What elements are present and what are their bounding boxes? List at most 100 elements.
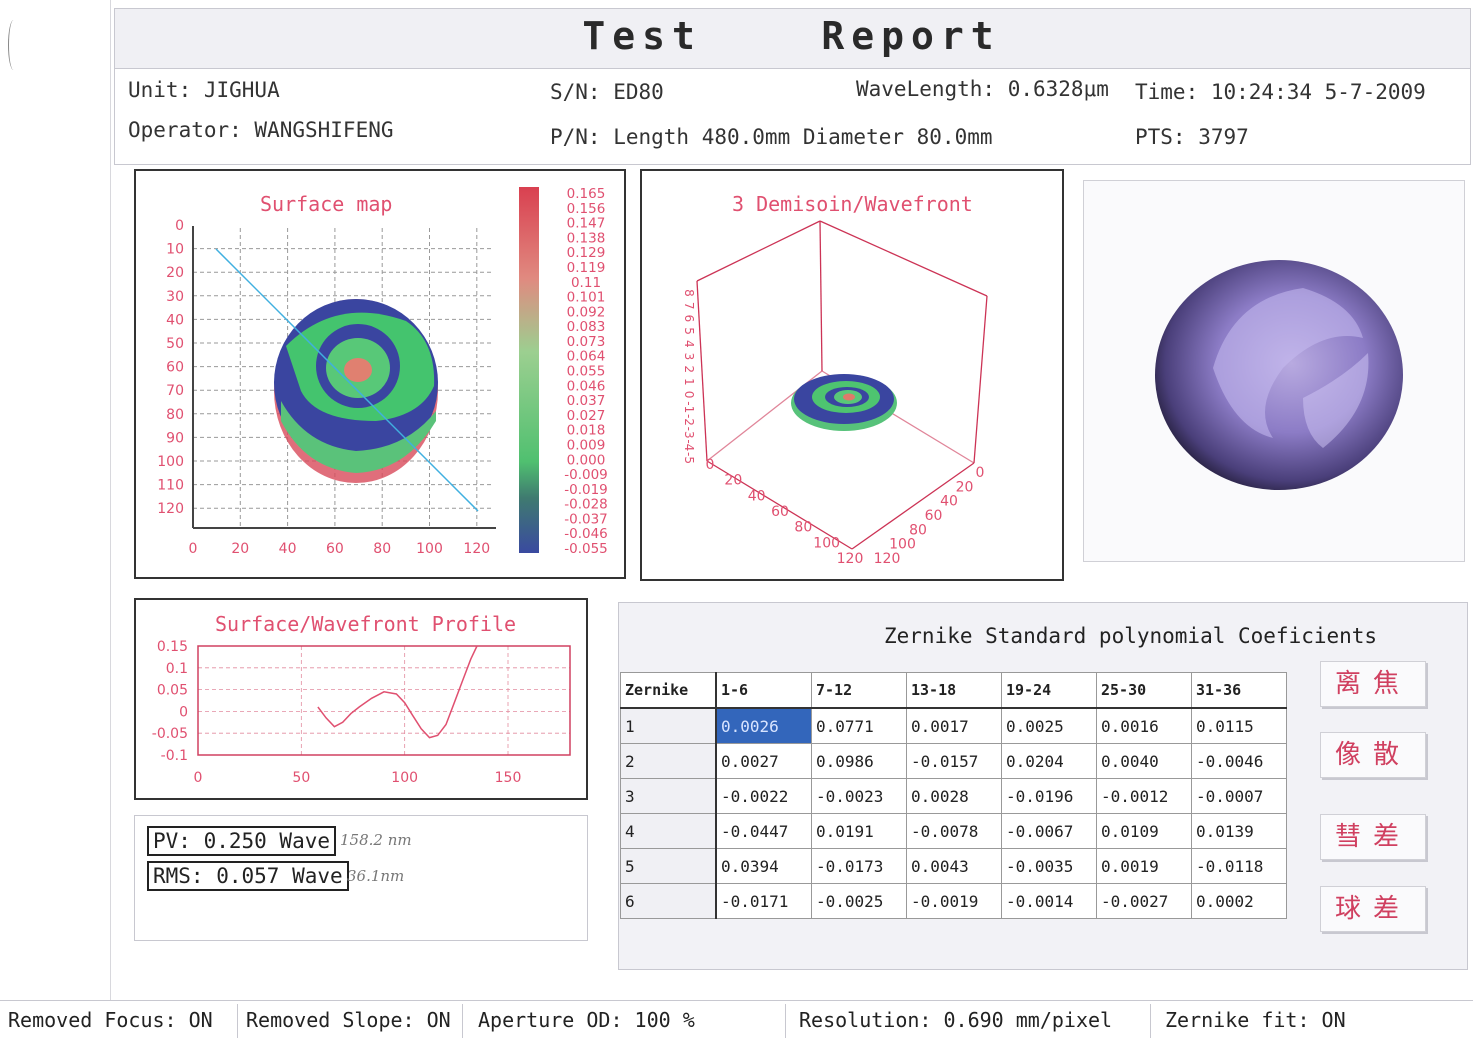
zernike-row-label: 5: [620, 848, 717, 884]
zernike-cell[interactable]: 0.0394: [715, 848, 812, 884]
profile-x-tick-label: 100: [391, 770, 418, 786]
wavefront-3d-disk: [791, 374, 897, 431]
spherical-button[interactable]: 球差: [1320, 886, 1426, 932]
zernike-cell[interactable]: -0.0171: [715, 883, 812, 919]
wavefront-3d-z-tick-label: 7: [682, 302, 696, 310]
zernike-cell[interactable]: -0.0012: [1096, 778, 1192, 814]
zernike-cell[interactable]: -0.0157: [906, 743, 1002, 779]
zernike-cell[interactable]: -0.0046: [1191, 743, 1287, 779]
zernike-row-label: 3: [620, 778, 717, 814]
zernike-cell[interactable]: -0.0173: [811, 848, 907, 884]
table-row: 5 0.0394 -0.0173 0.0043 -0.0035 0.0019 -…: [620, 848, 1287, 884]
wavefront-3d-y-tick-label: 40: [940, 494, 958, 510]
zernike-header-cell: 13-18: [906, 672, 1002, 709]
zernike-cell[interactable]: 0.0019: [1096, 848, 1192, 884]
colorbar-label: -0.037: [564, 511, 608, 527]
zernike-cell[interactable]: 0.0139: [1191, 813, 1287, 849]
colorbar-label: 0.092: [567, 304, 606, 320]
zernike-cell[interactable]: -0.0023: [811, 778, 907, 814]
profile-y-tick-label: -0.05: [152, 726, 188, 742]
zernike-cell[interactable]: 0.0115: [1191, 707, 1287, 744]
zernike-cell[interactable]: 0.0771: [811, 707, 907, 744]
zernike-cell[interactable]: -0.0067: [1001, 813, 1097, 849]
zernike-cell[interactable]: 0.0043: [906, 848, 1002, 884]
zernike-cell[interactable]: -0.0196: [1001, 778, 1097, 814]
zernike-cell[interactable]: -0.0025: [811, 883, 907, 919]
zernike-cell[interactable]: -0.0035: [1001, 848, 1097, 884]
time-label: Time: 10:24:34 5-7-2009: [1135, 80, 1426, 104]
wavefront-3d-x-tick-label: 120: [837, 551, 864, 567]
zernike-cell[interactable]: -0.0027: [1096, 883, 1192, 919]
wavefront-3d-z-ticks: 8 7 6 5 4 3 2 1 0 -1-2-3-4-5: [682, 289, 696, 464]
zernike-row-label: 4: [620, 813, 717, 849]
zernike-cell[interactable]: -0.0014: [1001, 883, 1097, 919]
wavefront-3d-z-tick-label: -2: [682, 414, 696, 426]
wavefront-3d-x-tick-label: 0: [706, 457, 715, 473]
colorbar-label: 0.11: [571, 275, 601, 291]
coma-button[interactable]: 彗差: [1320, 814, 1426, 860]
zernike-cell-selected[interactable]: 0.0026: [715, 707, 812, 744]
profile-y-tick-label: 0: [179, 704, 188, 720]
zernike-cell[interactable]: 0.0191: [811, 813, 907, 849]
wavefront-3d-y-tick-label: 100: [889, 537, 916, 553]
surface-map-disk: [274, 299, 438, 483]
zernike-cell[interactable]: 0.0025: [1001, 707, 1097, 744]
wavefront-3d-x-tick-label: 60: [771, 504, 789, 520]
wavefront-3d-z-tick-label: 1: [682, 378, 696, 386]
page-title: Test Report: [582, 14, 1001, 58]
zernike-cell[interactable]: -0.0447: [715, 813, 812, 849]
colorbar-label: 0.165: [567, 186, 606, 202]
table-row: 4 -0.0447 0.0191 -0.0078 -0.0067 0.0109 …: [620, 813, 1287, 849]
surface-map-y-tick-label: 40: [166, 312, 184, 328]
zernike-cell[interactable]: -0.0078: [906, 813, 1002, 849]
wavefront-3d-z-tick-label: -5: [682, 452, 696, 464]
pv-handwritten-note: 158.2 nm: [340, 831, 412, 849]
zernike-cell[interactable]: -0.0118: [1191, 848, 1287, 884]
surface-map-y-tick-label: 0: [175, 218, 184, 234]
zernike-row-label: 6: [620, 883, 717, 919]
astigmatism-button[interactable]: 像散: [1320, 732, 1426, 778]
zernike-cell[interactable]: 0.0016: [1096, 707, 1192, 744]
defocus-button[interactable]: 离焦: [1320, 661, 1426, 707]
zernike-cell[interactable]: 0.0040: [1096, 743, 1192, 779]
interferogram-image: [1155, 260, 1403, 490]
pv-value: PV: 0.250 Wave: [147, 826, 337, 856]
surface-map-x-ticks: 0 20 40 60 80 100 120: [189, 541, 491, 557]
zernike-cell[interactable]: 0.0204: [1001, 743, 1097, 779]
zernike-cell[interactable]: -0.0007: [1191, 778, 1287, 814]
colorbar-label: -0.046: [564, 526, 608, 542]
zernike-cell[interactable]: 0.0109: [1096, 813, 1192, 849]
profile-x-tick-label: 50: [292, 770, 310, 786]
zernike-cell[interactable]: 0.0986: [811, 743, 907, 779]
zernike-cell[interactable]: 0.0028: [906, 778, 1002, 814]
surface-map-title: Surface map: [260, 192, 393, 216]
surface-map-y-tick-label: 90: [166, 430, 184, 446]
wavefront-3d-z-tick-label: 6: [682, 315, 696, 323]
zernike-row-label: 1: [620, 707, 717, 744]
surface-map-y-tick-label: 10: [166, 242, 184, 258]
title-bar: [114, 8, 1471, 70]
surface-map-chart: 0 10 20 30 40 50 60 70 80 90 100 110 120 0 20 40 60 80 10…: [157, 186, 608, 557]
zernike-header-cell: Zernike: [620, 672, 717, 709]
table-row: 3 -0.0022 -0.0023 0.0028 -0.0196 -0.0012…: [620, 778, 1287, 814]
table-row: 1 0.0026 0.0771 0.0017 0.0025 0.0016 0.0…: [620, 707, 1287, 744]
wavefront-3d-y-tick-label: 20: [956, 479, 974, 495]
status-zernike-fit: Zernike fit: ON: [1165, 1008, 1346, 1032]
surface-map-y-tick-label: 120: [157, 501, 184, 517]
profile-x-ticks: 0 50 100 150: [194, 770, 522, 786]
zernike-cell[interactable]: 0.0027: [715, 743, 812, 779]
zernike-cell[interactable]: 0.0002: [1191, 883, 1287, 919]
zernike-cell[interactable]: 0.0017: [906, 707, 1002, 744]
wavefront-3d-x-tick-label: 80: [794, 520, 812, 536]
colorbar-label: 0.037: [567, 393, 606, 409]
colorbar-label: 0.018: [567, 423, 606, 439]
status-divider: [1150, 1004, 1151, 1038]
table-row: 2 0.0027 0.0986 -0.0157 0.0204 0.0040 -0…: [620, 743, 1287, 779]
zernike-cell[interactable]: -0.0022: [715, 778, 812, 814]
unit-label: Unit: JIGHUA: [128, 78, 280, 102]
zernike-cell[interactable]: -0.0019: [906, 883, 1002, 919]
surface-map-y-tick-label: 110: [157, 478, 184, 494]
margin-mark: [8, 20, 19, 70]
